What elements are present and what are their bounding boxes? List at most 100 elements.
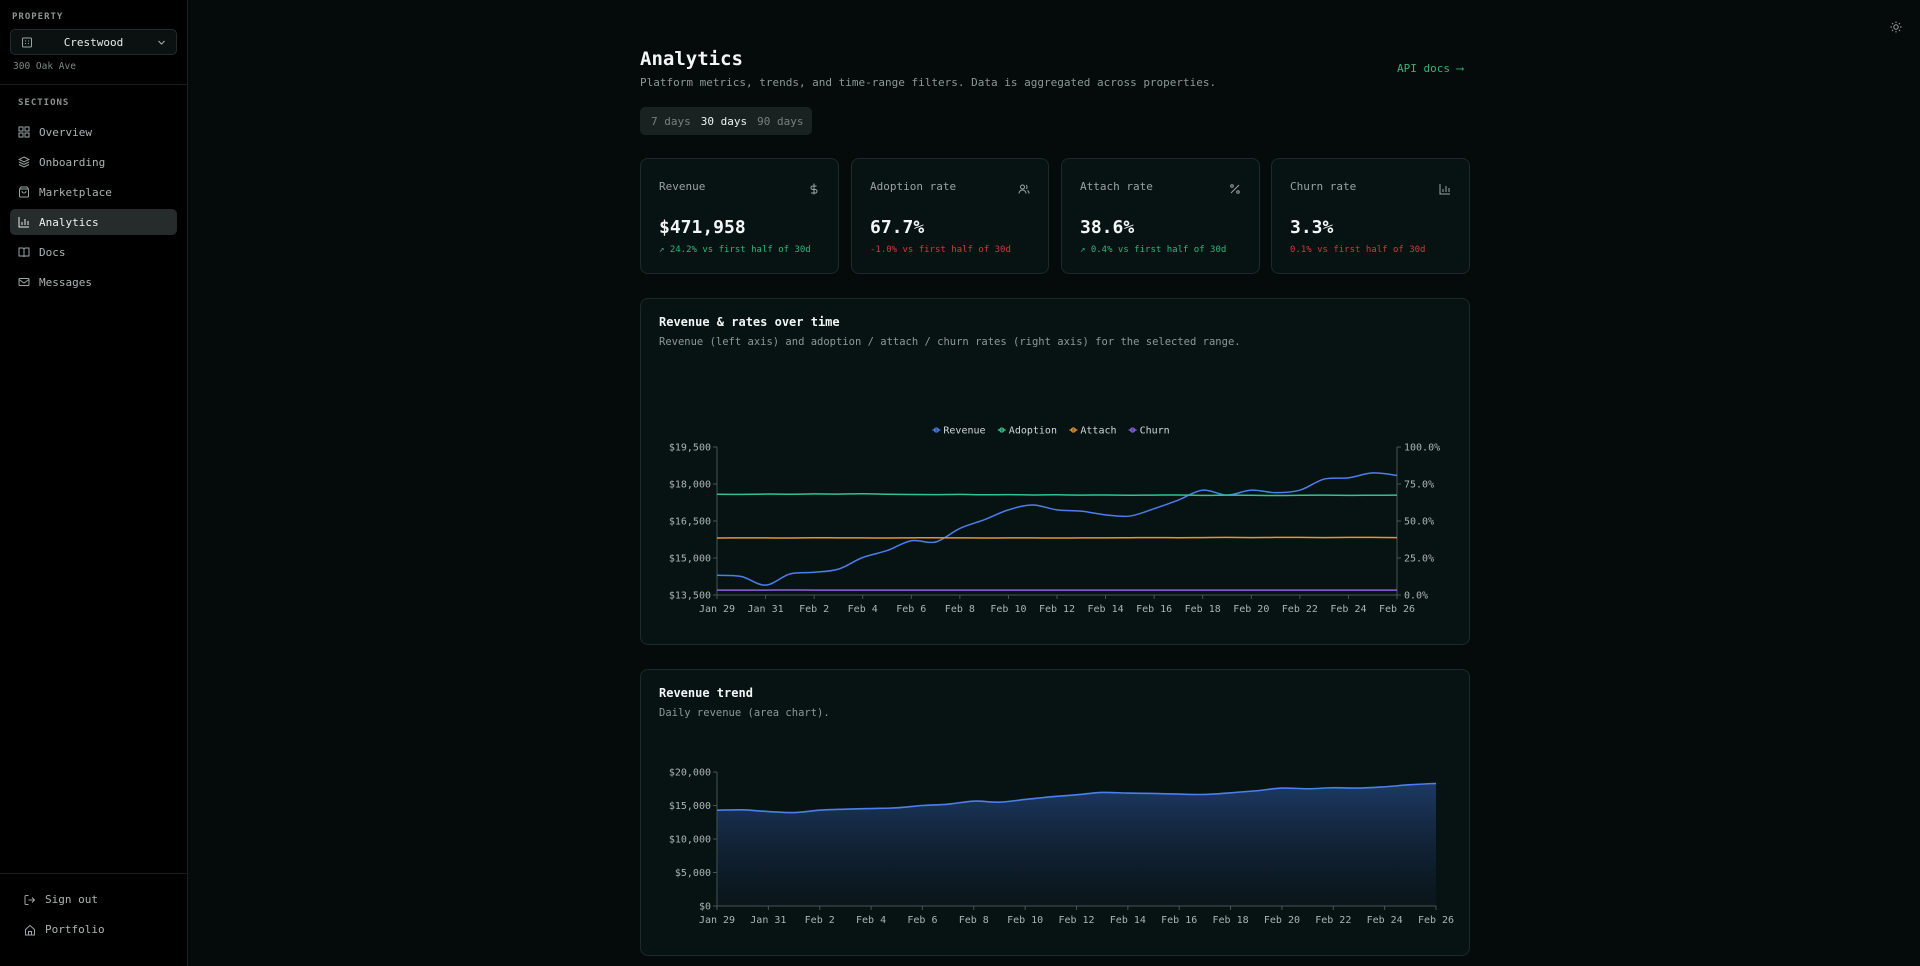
series-line-attach [716,536,1398,539]
sidebar-item-overview[interactable]: Overview [10,119,177,145]
y-tick-label: $10,000 [669,835,711,846]
kpi-card-revenue: Revenue $471,958 ↗ 24.2% vs first half o… [640,158,839,274]
kpi-card-churn-rate: Churn rate 3.3% 0.1% vs first half of 30… [1271,158,1470,274]
revenue-rates-chart: $13,500 $15,000 $16,500 $18,000 $19,500 0.0% 2… [669,426,1440,616]
y-tick-label-right: 50.0% [1404,517,1434,528]
sections-label: SECTIONS [18,98,70,108]
kpi-label: Revenue [659,180,706,193]
y-tick-label-left: $16,500 [669,517,711,528]
legend-marker-dot [933,427,939,433]
series-line-revenue [716,782,1437,814]
y-tick-label: $15,000 [669,801,711,812]
kpi-label: Adoption rate [870,180,957,193]
kpi-delta: ↗ 0.4% vs first half of 30d [1080,245,1227,255]
sidebar-item-analytics[interactable]: Analytics [10,209,177,235]
y-tick-label-right: 0.0% [1404,591,1428,602]
x-tick-label: Jan 31 [748,604,784,615]
sidebar-item-messages[interactable]: Messages [10,269,177,295]
property-select-value: Crestwood [63,35,124,49]
range-option-7-days[interactable]: 7 days [651,114,691,128]
y-tick-label: $0 [699,902,711,913]
kpi-value: 3.3% [1290,217,1334,238]
chart-subtitle: Revenue (left axis) and adoption / attac… [659,336,1241,348]
x-tick-label: Feb 24 [1367,915,1403,926]
y-tick-label-right: 25.0% [1404,554,1434,565]
x-tick-label: Feb 6 [907,915,937,926]
portfolio-button[interactable]: Portfolio [24,923,105,936]
sign-out-icon [24,894,36,906]
x-tick-label: Feb 8 [945,604,975,615]
series-line-revenue [716,472,1398,586]
legend-label: Adoption [1009,426,1057,437]
page-subtitle: Platform metrics, trends, and time-range… [640,76,1217,89]
kpi-value: 67.7% [870,217,925,238]
legend-marker-dot [1070,427,1076,433]
percent-icon [1229,180,1241,194]
x-tick-label: Feb 2 [805,915,835,926]
x-tick-label: Feb 18 [1185,604,1221,615]
x-tick-label: Feb 22 [1282,604,1318,615]
x-tick-label: Feb 6 [896,604,926,615]
sidebar-divider [0,873,188,874]
sidebar-item-label: Overview [39,125,92,139]
api-docs-link[interactable]: API docs ⟶ [1397,62,1464,75]
x-tick-label: Feb 16 [1161,915,1197,926]
y-tick-label-right: 100.0% [1404,443,1440,454]
x-tick-label: Feb 24 [1330,604,1366,615]
legend-label: Revenue [943,426,985,437]
sidebar-item-label: Messages [39,275,92,289]
kpi-card-adoption-rate: Adoption rate 67.7% -1.0% vs first half … [851,158,1049,274]
sidebar-item-label: Onboarding [39,155,106,169]
x-tick-label: Feb 4 [856,915,886,926]
range-option-90-days[interactable]: 90 days [757,114,804,128]
kpi-value: 38.6% [1080,217,1135,238]
property-select[interactable]: Crestwood [10,29,177,55]
x-tick-label: Feb 4 [848,604,878,615]
x-tick-label: Feb 26 [1418,915,1454,926]
legend-label: Attach [1080,426,1116,437]
property-address: 300 Oak Ave [13,61,76,72]
legend-marker-dot [1130,427,1136,433]
dollar-icon [808,180,820,195]
users-icon [1018,180,1030,194]
x-tick-label: Feb 20 [1264,915,1300,926]
sign-out-button[interactable]: Sign out [24,893,98,906]
chart-card-revenue-trend: Revenue trend Daily revenue (area chart)… [640,669,1470,956]
kpi-delta: ↗ 24.2% vs first half of 30d [659,245,811,255]
x-tick-label: Feb 14 [1088,604,1124,615]
chevron-down-icon [157,38,166,47]
series-line-adoption [716,493,1398,497]
area-fill-revenue [717,783,1436,906]
chart-card-revenue-rates: Revenue & rates over time Revenue (left … [640,298,1470,645]
range-option-30-days[interactable]: 30 days [700,114,748,128]
chart-title: Revenue trend [659,686,753,700]
x-tick-label: Feb 26 [1379,604,1415,615]
sidebar-item-label: Marketplace [39,185,112,199]
mail-icon [18,276,30,288]
book-icon [18,246,30,258]
sidebar-divider [0,84,188,85]
shopping-bag-icon [18,186,30,198]
x-tick-label: Feb 8 [959,915,989,926]
sidebar-item-docs[interactable]: Docs [10,239,177,265]
kpi-delta: 0.1% vs first half of 30d [1290,245,1426,255]
range-selector: 7 days 30 days 90 days [640,107,812,135]
bar-chart-icon [1439,180,1451,195]
legend-label: Churn [1140,426,1170,437]
portfolio-label: Portfolio [45,923,105,936]
x-tick-label: Feb 10 [990,604,1026,615]
legend-marker-dot [999,427,1005,433]
kpi-delta: -1.0% vs first half of 30d [870,245,1011,255]
x-tick-label: Feb 12 [1039,604,1075,615]
sidebar-item-onboarding[interactable]: Onboarding [10,149,177,175]
sidebar-item-label: Analytics [39,215,99,229]
kpi-card-attach-rate: Attach rate 38.6% ↗ 0.4% vs first half o… [1061,158,1260,274]
x-tick-label: Jan 29 [699,604,735,615]
x-tick-label: Feb 18 [1213,915,1249,926]
x-tick-label: Jan 31 [750,915,786,926]
sidebar-item-marketplace[interactable]: Marketplace [10,179,177,205]
kpi-label: Churn rate [1290,180,1357,193]
y-tick-label-left: $18,000 [669,480,711,491]
sun-icon[interactable] [1890,18,1902,33]
sidebar: PROPERTY Crestwood 300 Oak Ave SECTIONS … [0,0,188,966]
